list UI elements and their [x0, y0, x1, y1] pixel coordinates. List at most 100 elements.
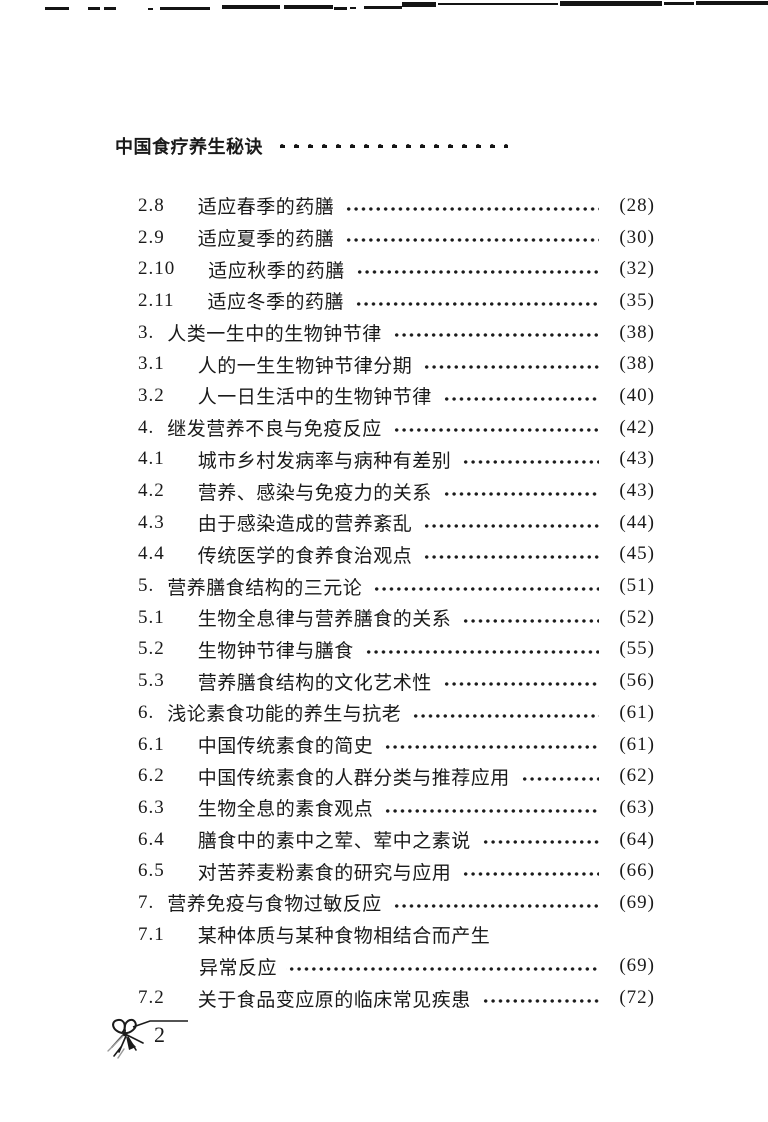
flower-ornament-icon	[107, 1018, 144, 1059]
dot-leader-icon	[479, 823, 599, 856]
toc-entry-title: 人的一生生物钟节律分期	[197, 355, 413, 377]
scan-artifact	[402, 2, 436, 7]
toc-entry-title: 适应春季的药膳	[197, 197, 335, 219]
dot-leader-icon	[460, 855, 599, 888]
footer-rule-line	[132, 1020, 188, 1028]
toc-entry-title: 生物钟节律与膳食	[197, 640, 354, 662]
toc-entry-title: 营养膳食结构的文化艺术性	[197, 672, 432, 694]
dot-leader-icon	[362, 633, 599, 666]
toc-entry-title: 适应冬季的药膳	[207, 292, 345, 314]
toc-entry-page: (40)	[619, 384, 655, 406]
toc-entry-number: 3.1	[138, 353, 165, 375]
dot-leader-icon	[371, 570, 599, 602]
page-number: 2	[154, 1022, 165, 1047]
toc-entry-page: (44)	[619, 511, 655, 533]
dot-leader-icon	[479, 982, 599, 1014]
toc-entry-title: 浅论素食功能的养生与抗老	[167, 704, 402, 726]
toc-entry-page: (72)	[619, 987, 655, 1009]
toc-entry: 异常反应 (69)	[138, 950, 655, 983]
toc-entry-number: 3.	[138, 321, 155, 343]
dot-leader-icon	[343, 190, 599, 222]
toc-entry: 5.3 营养膳食结构的文化艺术性 (56)	[138, 665, 655, 697]
dot-leader-icon	[518, 760, 599, 793]
toc-entry-page: (62)	[619, 765, 655, 787]
scan-artifact	[664, 2, 694, 5]
toc-entry-title: 中国传统素食的简史	[197, 736, 374, 758]
dot-leader-icon	[343, 221, 599, 254]
toc-entry: 2.11 适应冬季的药膳 (35)	[138, 285, 655, 317]
toc-entry-page: (55)	[619, 638, 655, 660]
toc-entry: 5.1 生物全息律与营养膳食的关系 (52)	[138, 601, 655, 634]
toc-entry: 5. 营养膳食结构的三元论 (51)	[138, 570, 655, 602]
page-header: 中国食疗养生秘诀	[115, 135, 508, 157]
dot-leader-icon	[353, 253, 599, 286]
toc-entry: 6.5 对苦荞麦粉素食的研究与应用 (66)	[138, 855, 655, 888]
toc-entry-page: (43)	[619, 448, 655, 470]
dot-leader-icon	[382, 728, 599, 761]
toc-entry-number: 4.2	[138, 480, 165, 502]
toc-entry-page: (38)	[619, 353, 655, 375]
toc-entry: 5.2 生物钟节律与膳食 (55)	[138, 633, 655, 666]
toc-entry: 2.10 适应秋季的药膳 (32)	[138, 253, 655, 286]
toc-entry-number: 2.8	[138, 194, 165, 216]
toc-entry-title: 适应夏季的药膳	[197, 229, 335, 251]
toc-entry-number: 6.2	[138, 765, 165, 787]
dot-leader-icon	[499, 919, 599, 951]
toc-entry: 4. 继发营养不良与免疫反应 (42)	[138, 411, 655, 444]
toc-entry: 6.4 膳食中的素中之荤、荤中之素说 (64)	[138, 823, 655, 856]
toc-entry-number: 4.	[138, 416, 155, 438]
toc-entry-number: 4.1	[138, 448, 165, 470]
scan-artifact	[438, 3, 558, 5]
toc-entry-title: 异常反应	[199, 957, 278, 979]
toc-entry-number: 6.4	[138, 828, 165, 850]
dot-leader-icon	[353, 285, 599, 317]
toc-entry-page: (51)	[619, 575, 655, 597]
toc-entry-page: (43)	[619, 480, 655, 502]
toc-entry-page: (63)	[619, 796, 655, 818]
toc-entry-page: (69)	[619, 891, 655, 913]
toc-entry-number: 4.3	[138, 511, 165, 533]
scan-artifact	[45, 7, 69, 10]
dot-leader-icon	[460, 443, 599, 476]
toc-entry-title: 某种体质与某种食物相结合而产生	[197, 926, 491, 948]
toc-entry-title: 传统医学的食养食治观点	[197, 545, 413, 567]
toc-entry-page: (30)	[619, 226, 655, 248]
scan-artifact	[696, 1, 768, 5]
toc-entry-page: (52)	[619, 606, 655, 628]
dot-leader-icon	[286, 950, 599, 983]
toc-entry: 4.4 传统医学的食养食治观点 (45)	[138, 538, 655, 571]
scan-artifact	[364, 6, 402, 9]
toc-entry-page: (45)	[619, 543, 655, 565]
toc-entry-title: 人一日生活中的生物钟节律	[197, 387, 432, 409]
dot-leader-icon	[390, 411, 599, 444]
toc-entry-number: 7.2	[138, 987, 165, 1009]
toc-entry-title: 适应秋季的药膳	[208, 260, 345, 282]
toc-entry-page: (42)	[619, 416, 655, 438]
toc-entry-number: 7.1	[138, 923, 165, 945]
toc-entry-title: 营养、感染与免疫力的关系	[197, 482, 432, 504]
dot-leader-icon	[440, 475, 599, 507]
scan-artifact	[148, 8, 153, 10]
toc-entry-page: (64)	[619, 828, 655, 850]
toc-entry-number: 2.9	[138, 226, 165, 248]
toc-entry: 4.2 营养、感染与免疫力的关系 (43)	[138, 475, 655, 507]
scan-artifact	[350, 7, 356, 9]
scan-artifact	[104, 7, 116, 10]
toc-entry-title: 对苦荞麦粉素食的研究与应用	[197, 862, 452, 884]
toc-entry-title: 生物全息的素食观点	[197, 799, 374, 821]
toc-entry-title: 由于感染造成的营养紊乱	[197, 514, 413, 536]
toc-entry-title: 继发营养不良与免疫反应	[167, 419, 382, 441]
toc-entry: 3.1 人的一生生物钟节律分期 (38)	[138, 348, 655, 381]
toc-entry-title: 营养膳食结构的三元论	[167, 577, 363, 599]
book-title: 中国食疗养生秘诀	[115, 137, 263, 157]
toc-entry-title: 营养免疫与食物过敏反应	[167, 894, 382, 916]
toc-list: 2.8 适应春季的药膳 (28) 2.9 适应夏季的药膳 (30) 2.10 适…	[138, 190, 655, 1014]
toc-entry-title: 生物全息律与营养膳食的关系	[197, 609, 452, 631]
toc-entry-page: (69)	[619, 955, 655, 977]
toc-entry-number: 5.	[138, 575, 155, 597]
toc-entry-number: 7.	[138, 891, 155, 913]
scan-artifact	[284, 5, 333, 9]
toc-entry-page: (66)	[619, 860, 655, 882]
toc-entry: 6.2 中国传统素食的人群分类与推荐应用 (62)	[138, 760, 655, 793]
